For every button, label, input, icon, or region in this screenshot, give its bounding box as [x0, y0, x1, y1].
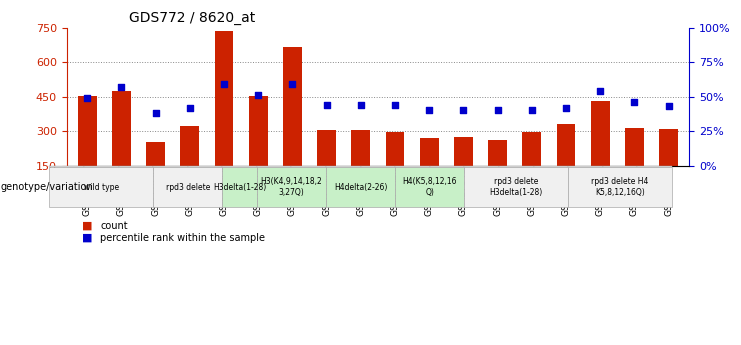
Point: [560, 105, 572, 110]
Point: [150, 110, 162, 116]
Point: [594, 88, 606, 94]
Point: [492, 108, 504, 113]
Point: [218, 81, 230, 87]
Point: [355, 102, 367, 108]
Text: rpd3 delete H4
K5,8,12,16Q): rpd3 delete H4 K5,8,12,16Q): [591, 177, 648, 197]
Point: [628, 99, 640, 105]
Point: [457, 108, 469, 113]
Point: [287, 81, 299, 87]
Point: [252, 92, 264, 98]
Bar: [556, 124, 576, 166]
Text: ■: ■: [82, 233, 92, 243]
Text: ■: ■: [82, 221, 92, 231]
Bar: [283, 47, 302, 166]
Bar: [180, 126, 199, 166]
Text: percentile rank within the sample: percentile rank within the sample: [100, 233, 265, 243]
Bar: [591, 101, 610, 166]
Text: genotype/variation: genotype/variation: [1, 182, 93, 192]
Text: H4delta(2-26): H4delta(2-26): [334, 183, 388, 192]
Bar: [454, 137, 473, 166]
Text: rpd3 delete: rpd3 delete: [165, 183, 210, 192]
Bar: [522, 132, 541, 166]
Bar: [625, 128, 644, 166]
Text: H3delta(1-28): H3delta(1-28): [213, 183, 266, 192]
Point: [423, 108, 435, 113]
Bar: [249, 96, 268, 166]
Point: [184, 105, 196, 110]
Text: count: count: [100, 221, 127, 231]
Bar: [659, 129, 678, 166]
Bar: [420, 138, 439, 166]
Point: [82, 95, 93, 101]
Bar: [351, 130, 370, 166]
Point: [526, 108, 538, 113]
Point: [389, 102, 401, 108]
Text: rpd3 delete
H3delta(1-28): rpd3 delete H3delta(1-28): [490, 177, 543, 197]
Point: [116, 84, 127, 90]
Text: H3(K4,9,14,18,2
3,27Q): H3(K4,9,14,18,2 3,27Q): [261, 177, 322, 197]
Bar: [317, 130, 336, 166]
Text: GDS772 / 8620_at: GDS772 / 8620_at: [129, 11, 255, 25]
Point: [662, 104, 674, 109]
Bar: [215, 31, 233, 166]
Bar: [78, 96, 96, 166]
Point: [321, 102, 333, 108]
Text: H4(K5,8,12,16
Q): H4(K5,8,12,16 Q): [402, 177, 457, 197]
Bar: [488, 140, 507, 166]
Bar: [146, 142, 165, 166]
Text: wild type: wild type: [84, 183, 119, 192]
Bar: [112, 91, 131, 166]
Bar: [385, 132, 405, 166]
